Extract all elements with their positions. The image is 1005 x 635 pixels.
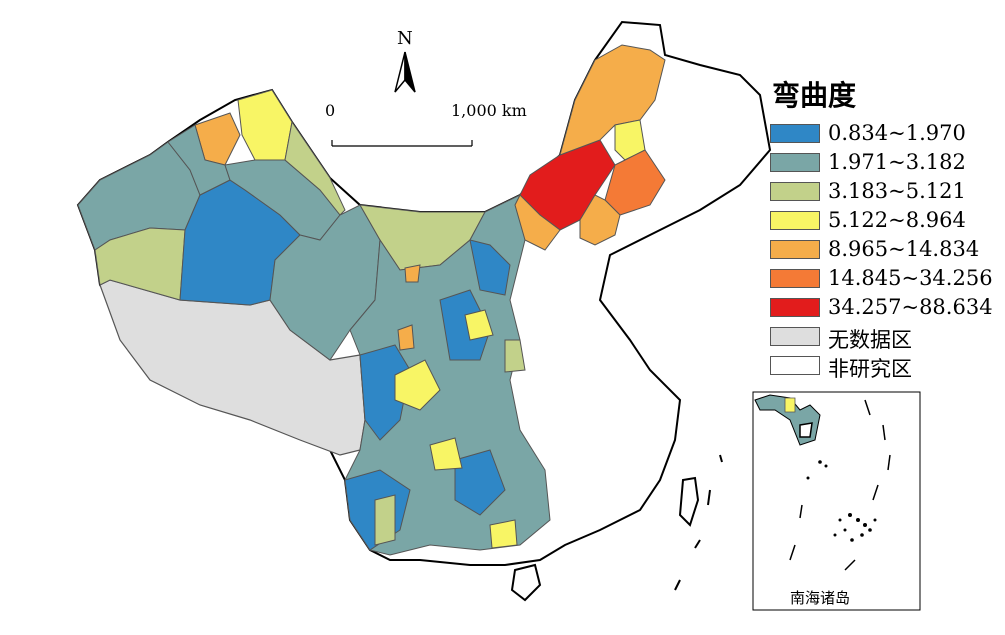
legend-swatch	[770, 240, 820, 259]
legend-item: 0.834~1.970	[770, 121, 1000, 146]
region-central-blue-1	[359, 344, 411, 441]
legend-swatch	[770, 269, 820, 288]
legend-swatch	[770, 153, 820, 172]
scale-start-label: 0	[325, 101, 336, 120]
legend-swatch	[770, 298, 820, 317]
north-label: N	[397, 28, 413, 49]
scale-end-label: 1,000 km	[451, 101, 527, 120]
legend-item: 5.122~8.964	[770, 208, 1000, 233]
region-central-yellow-2	[429, 437, 463, 471]
legend-item: 无数据区	[770, 325, 1000, 352]
legend-item: 1.971~3.182	[770, 150, 1000, 175]
region-xj-east-green	[284, 120, 346, 216]
legend-item: 14.845~34.256	[770, 266, 1000, 291]
scale-bar	[331, 140, 473, 147]
legend-label: 8.965~14.834	[828, 237, 980, 261]
region-central-blue-5	[454, 449, 506, 516]
region-central-yellow-4	[489, 519, 518, 549]
legend-label: 34.257~88.634	[828, 295, 993, 319]
legend-label: 3.183~5.121	[828, 179, 966, 203]
legend-item: 3.183~5.121	[770, 179, 1000, 204]
legend-item: 34.257~88.634	[770, 295, 1000, 320]
region-central-green-2	[374, 494, 396, 546]
legend-item: 8.965~14.834	[770, 237, 1000, 262]
legend-label: 14.845~34.256	[828, 266, 993, 290]
region-central-green-1	[504, 339, 526, 373]
legend-label: 非研究区	[828, 357, 912, 381]
legend-swatch	[770, 124, 820, 143]
region-central-yellow-1	[394, 359, 441, 411]
legend-label: 5.122~8.964	[828, 208, 966, 232]
region-ne-orange-west	[514, 194, 561, 251]
region-ne-orange-south	[579, 194, 621, 246]
legend-label: 无数据区	[828, 328, 912, 352]
region-central-yellow-3	[464, 309, 494, 341]
legend-swatch	[770, 211, 820, 230]
region-central-orange-2	[404, 264, 421, 283]
region-central-blue-3	[439, 289, 491, 361]
legend-item: 非研究区	[770, 354, 1000, 381]
region-ne-orange-north	[559, 44, 666, 156]
region-central-orange-1	[397, 324, 415, 351]
region-central-blue-4	[469, 239, 511, 296]
inset-frame	[752, 391, 921, 611]
island-hainan	[510, 563, 542, 602]
legend-label: 1.971~3.182	[828, 150, 966, 174]
legend-title: 弯曲度	[772, 79, 857, 112]
inset-label: 南海诸岛	[790, 589, 851, 607]
legend-label: 0.834~1.970	[828, 121, 966, 145]
legend-swatch	[770, 356, 820, 375]
island-taiwan	[678, 476, 700, 527]
legend-swatch	[770, 327, 820, 346]
legend-swatch	[770, 182, 820, 201]
north-arrow-icon	[394, 51, 416, 93]
